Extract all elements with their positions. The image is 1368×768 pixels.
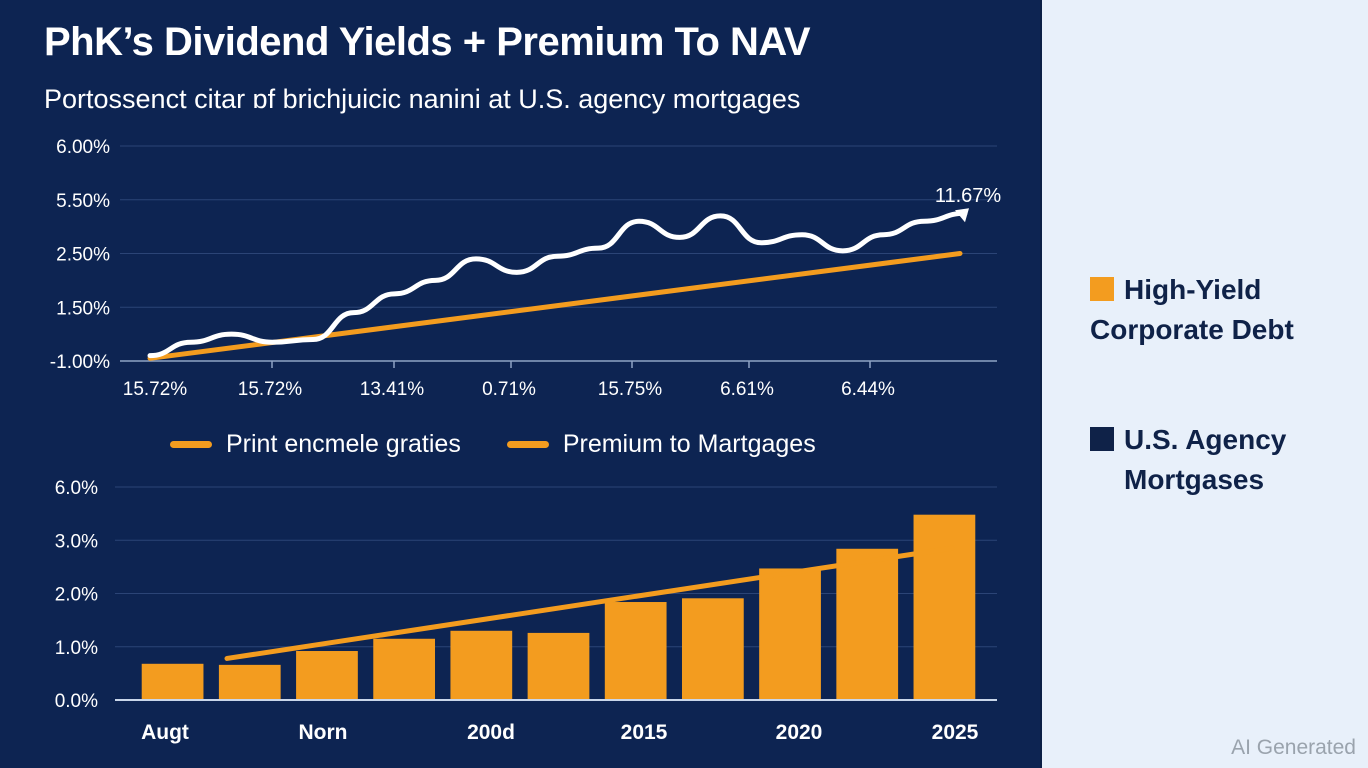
bar-chart-legend: Print encmele graties Premium to Martgag…: [170, 430, 862, 459]
y-tick-label: 1.0%: [55, 638, 98, 659]
yield-line: [147, 210, 968, 359]
y-tick-label: 3.0%: [55, 531, 98, 552]
x-tick-label: 2025: [932, 721, 979, 744]
legend-swatch-orange: [1090, 277, 1114, 301]
legend-swatch-navy: [1090, 427, 1114, 451]
arrow-head-icon: [955, 208, 969, 223]
legend-item: Premium to Martgages: [506, 430, 816, 459]
y-tick-label: 5.50%: [56, 191, 110, 212]
legend-label: High-Yield: [1124, 274, 1262, 305]
x-tick-label: Norn: [299, 721, 348, 744]
y-tick-label: 2.0%: [55, 585, 98, 606]
y-tick-label: -1.00%: [50, 352, 110, 373]
x-tick-label: 6.44%: [841, 379, 895, 400]
x-tick-label: 13.41%: [360, 379, 425, 400]
bar: [604, 602, 667, 700]
x-tick-label: 0.71%: [482, 379, 536, 400]
x-tick-label: 15.72%: [238, 379, 303, 400]
y-tick-label: 6.00%: [56, 137, 110, 158]
legend-label-line2: Corporate Debt: [1090, 314, 1294, 345]
bar: [296, 651, 358, 700]
bar: [450, 630, 513, 700]
trend-line: [224, 545, 955, 661]
side-legend-item-agency: U.S. Agency Mortgases: [1090, 420, 1286, 500]
legend-label: Premium to Martgages: [562, 430, 816, 458]
side-legend-panel: High-Yield Corporate Debt U.S. Agency Mo…: [1040, 0, 1368, 768]
end-value-annotation: 11.67%: [935, 185, 1002, 207]
x-tick-label: 15.75%: [598, 379, 663, 400]
legend-label-line2: Mortgases: [1124, 464, 1265, 495]
x-tick-label: 2020: [776, 721, 823, 744]
chart-panel: PhK’s Dividend Yields + Premium To NAV P…: [44, 20, 1002, 744]
legend-item: Print encmele graties: [170, 430, 461, 459]
y-tick-label: 0.0%: [55, 691, 98, 712]
bar: [681, 598, 744, 700]
y-tick-label: 6.0%: [55, 478, 98, 499]
x-tick-label: 200d: [467, 721, 515, 744]
chart-title: PhK’s Dividend Yields + Premium To NAV: [44, 20, 811, 64]
x-tick-label: 15.72%: [123, 379, 188, 400]
legend-label: U.S. Agency: [1124, 424, 1287, 455]
bar-chart: 0.0% 1.0% 2.0% 3.0% 6.0% Augt Norn 200d 2015 2020…: [55, 478, 997, 744]
legend-swatch: [170, 441, 212, 448]
bar: [913, 514, 976, 700]
y-tick-label: 2.50%: [56, 245, 110, 266]
legend-label: Print encmele graties: [226, 430, 461, 458]
bar: [759, 568, 821, 700]
x-tick-label: 6.61%: [720, 379, 774, 400]
bar: [836, 548, 899, 700]
x-tick-label: 2015: [621, 721, 668, 744]
chart-subtitle: Portossenct citar ɒf brichjuicic nanini …: [44, 84, 801, 114]
bar: [527, 632, 590, 700]
bar: [141, 663, 204, 700]
side-legend-item-high-yield: High-Yield Corporate Debt: [1090, 270, 1294, 350]
line-chart: -1.00% 1.50% 2.50% 5.50% 6.00% 15.72% 15.72% 13…: [50, 137, 1002, 400]
y-tick-label: 1.50%: [56, 298, 110, 319]
x-tick-label: Augt: [141, 721, 189, 744]
bar: [218, 664, 281, 700]
watermark: AI Generated: [1231, 736, 1356, 759]
bar: [373, 638, 436, 700]
legend-swatch: [506, 441, 549, 448]
